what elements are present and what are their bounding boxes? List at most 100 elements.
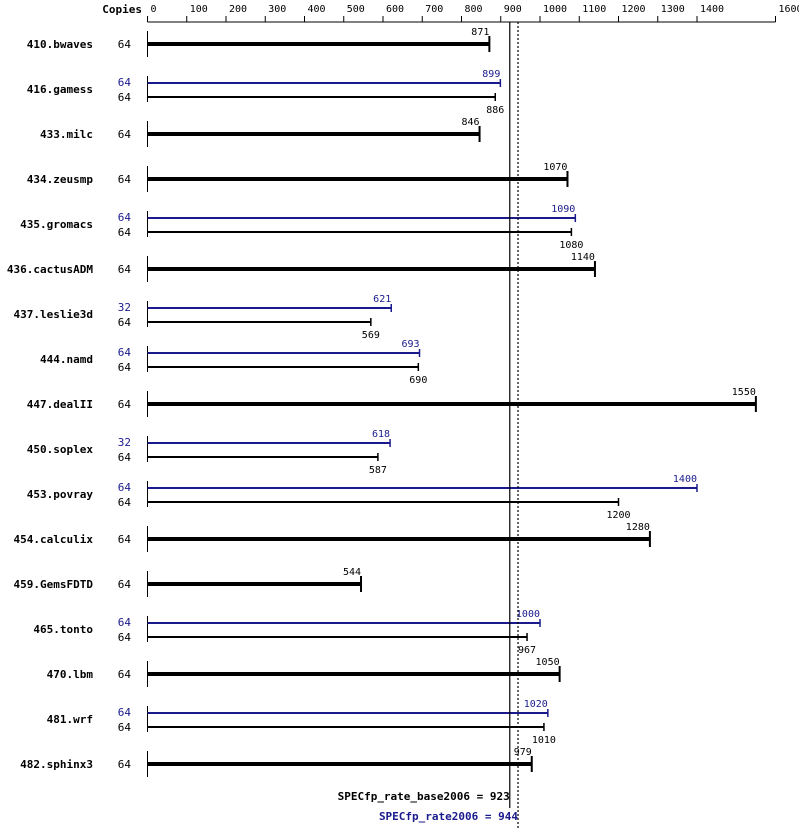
benchmark-row: 433.milc 64 846 [40, 117, 481, 147]
benchmark-label: 434.zeusmp [27, 173, 94, 186]
base-copies: 64 [118, 451, 132, 464]
benchmark-label: 436.cactusADM [7, 263, 93, 276]
benchmark-label: 482.sphinx3 [20, 758, 93, 771]
copies-header: Copies [102, 3, 142, 16]
benchmark-label: 454.calculix [14, 533, 94, 546]
base-value-label: 587 [369, 465, 387, 476]
base-copies: 64 [118, 263, 132, 276]
benchmark-label: 481.wrf [47, 713, 93, 726]
benchmark-row: 453.povray 64 64 1400 1200 [27, 474, 698, 521]
benchmark-row: 435.gromacs 64 64 1090 1080 [20, 204, 583, 251]
benchmark-row: 437.leslie3d 32 64 621 569 [14, 294, 392, 341]
benchmark-label: 459.GemsFDTD [14, 578, 94, 591]
reference-lines: SPECfp_rate_base2006 = 923 SPECfp_rate200… [338, 22, 519, 828]
benchmark-row: 434.zeusmp 64 1070 [27, 162, 569, 192]
peak-value-label: 899 [482, 69, 500, 80]
benchmark-label: 470.lbm [47, 668, 94, 681]
base-copies: 64 [118, 316, 132, 329]
peak-copies: 64 [118, 706, 132, 719]
peak-copies: 64 [118, 481, 132, 494]
benchmark-label: 447.dealII [27, 398, 93, 411]
base-value-label: 871 [471, 27, 489, 38]
peak-value-label: 618 [372, 429, 390, 440]
base-value-label: 569 [362, 330, 380, 341]
benchmark-row: 444.namd 64 64 693 690 [40, 339, 427, 386]
benchmark-label: 437.leslie3d [14, 308, 93, 321]
base-copies: 64 [118, 91, 132, 104]
x-tick-label-200: 200 [229, 4, 247, 15]
peak-value-label: 1000 [516, 609, 540, 620]
benchmark-row: 459.GemsFDTD 64 544 [14, 567, 363, 597]
base-copies: 64 [118, 38, 132, 51]
benchmark-label: 416.gamess [27, 83, 93, 96]
peak-copies: 32 [118, 301, 131, 314]
peak-value-label: 1020 [524, 699, 548, 710]
benchmark-label: 444.namd [40, 353, 93, 366]
base-value-label: 846 [461, 117, 479, 128]
benchmark-label: 465.tonto [33, 623, 93, 636]
base-value-label: 1140 [571, 252, 595, 263]
base-value-label: 979 [514, 747, 532, 758]
x-tick-label-1300: 1300 [661, 4, 685, 15]
peak-copies: 64 [118, 76, 132, 89]
base-value-label: 1010 [532, 735, 556, 746]
peak-reference-label: SPECfp_rate2006 = 944 [379, 810, 518, 823]
base-reference-label: SPECfp_rate_base2006 = 923 [338, 790, 510, 803]
benchmark-row: 450.soplex 32 64 618 587 [27, 429, 391, 476]
base-copies: 64 [118, 578, 132, 591]
benchmark-row: 436.cactusADM 64 1140 [7, 252, 596, 282]
x-tick-label-1600: 1600 [779, 4, 799, 15]
benchmark-row: 482.sphinx3 64 979 [20, 747, 533, 777]
base-value-label: 967 [518, 645, 536, 656]
peak-value-label: 1400 [673, 474, 697, 485]
peak-value-label: 693 [401, 339, 419, 350]
x-tick-label-500: 500 [347, 4, 365, 15]
benchmark-row: 481.wrf 64 64 1020 1010 [47, 699, 556, 746]
x-tick-label-300: 300 [268, 4, 286, 15]
base-copies: 64 [118, 758, 132, 771]
benchmark-row: 454.calculix 64 1280 [14, 522, 651, 552]
x-tick-label-800: 800 [465, 4, 483, 15]
base-value-label: 1280 [626, 522, 650, 533]
x-tick-label-1000: 1000 [543, 4, 567, 15]
x-tick-label-0: 0 [151, 4, 157, 15]
peak-copies: 64 [118, 211, 132, 224]
peak-value-label: 621 [373, 294, 391, 305]
peak-copies: 64 [118, 346, 132, 359]
x-tick-label-600: 600 [386, 4, 404, 15]
base-copies: 64 [118, 226, 132, 239]
x-tick-label-400: 400 [308, 4, 326, 15]
benchmark-label: 410.bwaves [27, 38, 93, 51]
benchmark-row: 416.gamess 64 64 899 886 [27, 69, 505, 116]
base-copies: 64 [118, 533, 132, 546]
x-tick-label-900: 900 [504, 4, 522, 15]
base-copies: 64 [118, 361, 132, 374]
peak-copies: 64 [118, 616, 132, 629]
benchmark-row: 470.lbm 64 1050 [47, 657, 561, 687]
benchmark-rows: 410.bwaves 64 871 416.gamess 64 64 899 886 433.m… [7, 27, 757, 777]
base-value-label: 1080 [559, 240, 583, 251]
x-tick-label-1200: 1200 [622, 4, 646, 15]
benchmark-label: 435.gromacs [20, 218, 93, 231]
benchmark-label: 433.milc [40, 128, 93, 141]
base-copies: 64 [118, 668, 132, 681]
benchmark-row: 410.bwaves 64 871 [27, 27, 491, 57]
x-tick-label-700: 700 [425, 4, 443, 15]
base-copies: 64 [118, 173, 132, 186]
base-copies: 64 [118, 721, 132, 734]
x-axis: 0 100 200 300 400 500 600 700 800 900 1000 1100 1200… [147, 4, 799, 23]
base-value-label: 1070 [543, 162, 567, 173]
peak-value-label: 1090 [551, 204, 575, 215]
base-copies: 64 [118, 496, 132, 509]
benchmark-row: 447.dealII 64 1550 [27, 387, 757, 417]
base-value-label: 1050 [536, 657, 560, 668]
base-value-label: 1550 [732, 387, 756, 398]
base-value-label: 544 [343, 567, 361, 578]
benchmark-label: 453.povray [27, 488, 94, 501]
x-tick-label-100: 100 [190, 4, 208, 15]
peak-copies: 32 [118, 436, 131, 449]
x-tick-label-1400: 1400 [700, 4, 724, 15]
base-value-label: 1200 [606, 510, 630, 521]
